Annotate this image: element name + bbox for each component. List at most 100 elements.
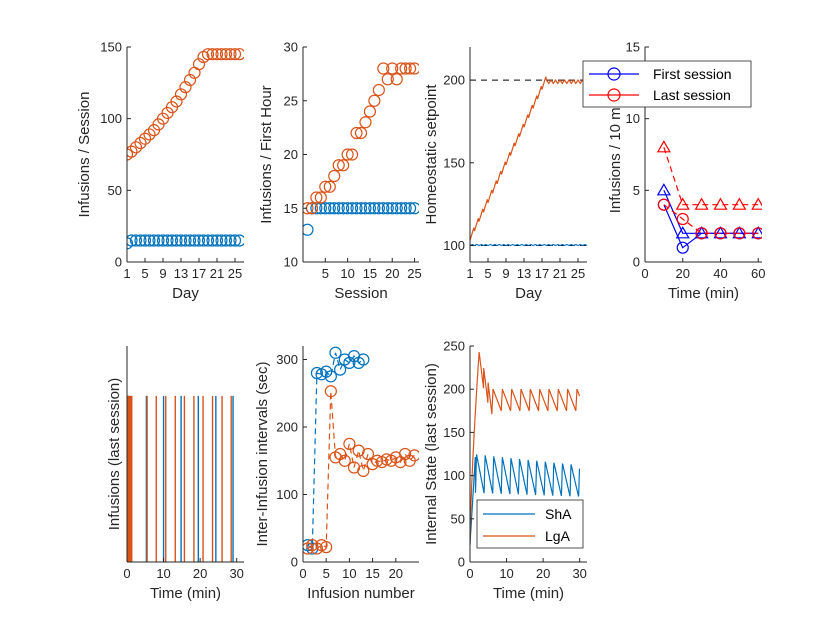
series-line <box>663 204 759 249</box>
y-tick-label: 25 <box>284 93 298 108</box>
x-tick-label: 25 <box>407 266 421 281</box>
data-point <box>224 234 237 247</box>
data-point <box>328 169 341 183</box>
x-tick-label: 20 <box>389 566 403 581</box>
data-point <box>129 141 143 154</box>
x-tick-label: 15 <box>363 266 377 281</box>
panel-3: 1 5 9 13 17 21 25 100 150 200 Day Homeostatic setpo… <box>423 47 587 302</box>
panel-1: 1 5 9 13 17 21 25 0 50 100 150 Day Infusions / Sessi… <box>76 40 244 302</box>
series-setpoint-sha <box>470 243 587 247</box>
data-point <box>343 356 356 369</box>
y-tick-label: 250 <box>443 339 465 354</box>
data-point <box>399 202 412 215</box>
data-point <box>714 227 727 240</box>
data-point <box>390 73 403 86</box>
series-1 <box>127 234 244 250</box>
data-point <box>345 202 359 215</box>
series-1 <box>303 202 419 236</box>
data-point <box>350 202 363 215</box>
data-point <box>320 541 333 554</box>
x-tick-label: 17 <box>192 266 206 281</box>
data-point <box>314 191 327 204</box>
y-tick-label: 100 <box>443 468 465 483</box>
data-point <box>386 62 399 75</box>
panel-3-data <box>470 76 587 247</box>
data-point <box>359 116 372 129</box>
data-point <box>127 145 138 158</box>
x-axis-label: Time (min) <box>150 585 221 602</box>
data-point <box>337 202 350 215</box>
data-point <box>733 227 746 240</box>
y-tick-label: 15 <box>284 201 298 216</box>
data-point <box>341 148 354 161</box>
data-point <box>398 447 412 461</box>
y-axis-label: Homeostatic setpoint <box>423 84 440 225</box>
data-point <box>380 453 393 466</box>
y-tick-label: 100 <box>276 487 298 502</box>
x-tick-label: 5 <box>484 266 491 281</box>
series-line <box>663 147 759 206</box>
data-point <box>210 48 224 61</box>
x-tick-label: 0 <box>466 566 473 581</box>
data-point <box>192 234 206 247</box>
x-axis-label: Time (min) <box>493 585 564 602</box>
panel-5: 0 10 20 30 Time (min) Infusions (last session… <box>106 346 244 602</box>
x-tick-label: 1 <box>466 266 473 281</box>
data-point <box>386 202 399 215</box>
y-axis-label: Infusions / Session <box>76 92 93 218</box>
data-point <box>206 48 219 61</box>
data-point <box>656 140 671 153</box>
data-point <box>165 234 179 247</box>
data-point <box>224 48 237 61</box>
data-point <box>732 226 747 239</box>
data-point <box>337 159 350 172</box>
data-point <box>233 48 244 61</box>
data-point <box>303 202 314 215</box>
y-axis-label: Infusions / First Hour <box>258 85 275 223</box>
data-point <box>357 353 370 366</box>
legend-label: First session <box>653 66 732 82</box>
y-tick-label: 200 <box>443 382 465 397</box>
data-point <box>390 202 403 215</box>
y-tick-label: 0 <box>633 255 640 270</box>
data-point <box>751 226 762 239</box>
data-point <box>329 346 342 359</box>
data-point <box>147 234 161 247</box>
x-tick-label: 20 <box>676 266 690 281</box>
data-point <box>170 95 183 108</box>
data-point <box>143 128 156 141</box>
data-point <box>174 234 188 247</box>
data-point <box>127 237 134 250</box>
data-point <box>219 48 233 61</box>
data-point <box>350 126 363 140</box>
series-2 <box>127 48 244 161</box>
legend-marker <box>607 67 621 81</box>
x-axis-label: Time (min) <box>668 285 739 302</box>
data-point <box>206 234 219 247</box>
data-point <box>694 226 709 239</box>
panel-7: 0 10 20 30 0 50 100 150 200 250 Time (min) Internal… <box>423 339 587 602</box>
panel-7-data <box>470 351 581 545</box>
data-point <box>403 202 417 215</box>
data-point <box>361 447 375 461</box>
x-tick-label: 20 <box>193 566 207 581</box>
data-point <box>751 197 762 210</box>
panel-5-data <box>127 395 234 562</box>
legend: First session Last session <box>582 60 752 108</box>
data-point <box>323 202 336 215</box>
x-tick-label: 17 <box>535 266 549 281</box>
data-point <box>368 202 381 215</box>
y-tick-label: 150 <box>100 40 122 55</box>
y-tick-label: 150 <box>443 425 465 440</box>
data-point <box>732 197 747 210</box>
data-point <box>201 48 215 61</box>
x-tick-label: 0 <box>299 566 306 581</box>
data-point <box>694 197 709 210</box>
data-point <box>341 202 354 215</box>
data-point <box>215 48 228 61</box>
series-setpoint-lga <box>470 76 587 241</box>
x-tick-label: 60 <box>751 266 765 281</box>
data-point <box>381 202 394 215</box>
data-point <box>174 88 188 101</box>
y-tick-label: 10 <box>626 111 640 126</box>
